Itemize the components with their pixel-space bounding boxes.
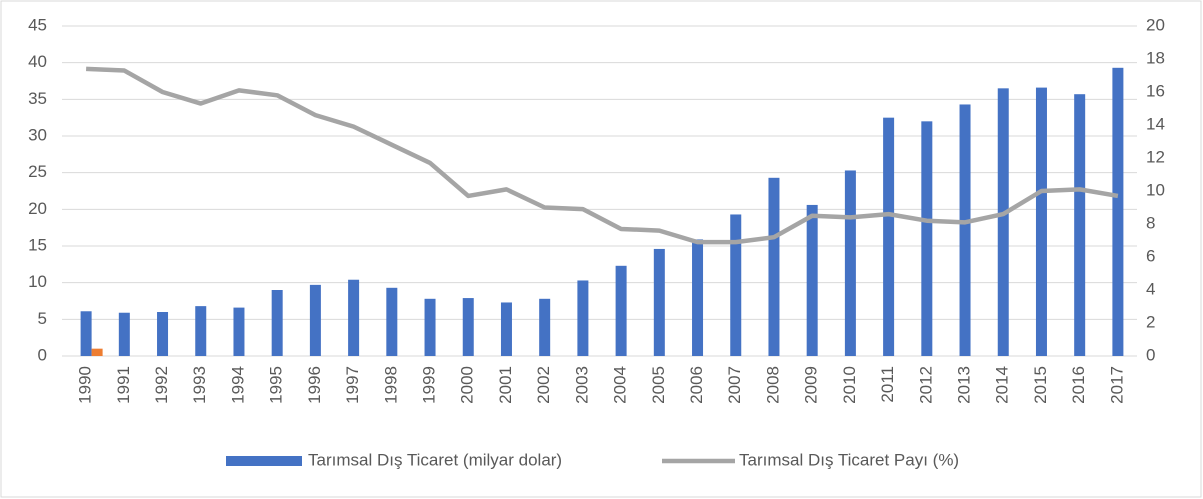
x-tick-label: 1997 xyxy=(343,366,362,404)
bar xyxy=(80,311,92,356)
x-tick-label: 2012 xyxy=(916,366,935,404)
y-tick-label: 5 xyxy=(38,309,47,328)
x-tick-label: 1994 xyxy=(228,366,247,404)
bar xyxy=(1035,87,1047,356)
x-tick-label: 2003 xyxy=(572,366,591,404)
y2-tick-label: 4 xyxy=(1146,279,1155,298)
x-tick-label: 1998 xyxy=(381,366,400,404)
y-tick-label: 10 xyxy=(28,272,47,291)
bar xyxy=(195,306,207,356)
bar xyxy=(806,204,818,356)
bar xyxy=(500,302,512,356)
y-tick-label: 35 xyxy=(28,89,47,108)
bar xyxy=(233,307,245,356)
bar xyxy=(692,239,704,356)
y2-tick-label: 2 xyxy=(1146,312,1155,331)
bar xyxy=(577,280,589,356)
y-tick-label: 25 xyxy=(28,162,47,181)
bar xyxy=(1112,67,1124,357)
bar xyxy=(539,298,551,356)
y2-tick-label: 10 xyxy=(1146,180,1165,199)
x-tick-label: 1990 xyxy=(76,366,95,404)
line-series xyxy=(86,66,1119,245)
y-tick-label: 40 xyxy=(28,52,47,71)
bar xyxy=(615,265,627,356)
x-tick-label: 2006 xyxy=(687,366,706,404)
bar xyxy=(883,117,895,357)
x-tick-label: 1995 xyxy=(267,366,286,404)
bar xyxy=(91,348,103,356)
bar xyxy=(462,298,474,356)
y2-tick-label: 14 xyxy=(1146,114,1165,133)
legend-swatch xyxy=(226,456,302,466)
y-tick-label: 15 xyxy=(28,235,47,254)
y-tick-label: 0 xyxy=(38,345,47,364)
x-tick-label: 2009 xyxy=(802,366,821,404)
bar xyxy=(959,104,971,356)
x-tick-label: 2014 xyxy=(993,366,1012,404)
y-tick-label: 30 xyxy=(28,125,47,144)
y2-tick-label: 12 xyxy=(1146,147,1165,166)
x-tick-label: 2015 xyxy=(1031,366,1050,404)
x-tick-label: 2000 xyxy=(458,366,477,404)
y2-tick-label: 6 xyxy=(1146,246,1155,265)
bar xyxy=(997,88,1009,356)
x-tick-label: 1992 xyxy=(152,366,171,404)
x-tick-label: 1996 xyxy=(305,366,324,404)
bar xyxy=(309,284,321,356)
legend-label: Tarımsal Dış Ticaret Payı (%) xyxy=(739,450,959,469)
x-tick-label: 2013 xyxy=(955,366,974,404)
bar xyxy=(653,248,665,356)
y2-tick-label: 8 xyxy=(1146,213,1155,232)
bar xyxy=(271,290,283,356)
bar xyxy=(844,170,856,356)
x-tick-label: 2001 xyxy=(496,366,515,404)
x-tick-label: 1999 xyxy=(420,366,439,404)
x-tick-label: 1991 xyxy=(114,366,133,404)
x-tick-label: 2005 xyxy=(649,366,668,404)
bar xyxy=(348,279,360,356)
x-tick-label: 2017 xyxy=(1107,366,1126,404)
bar xyxy=(1074,94,1086,356)
x-tick-label: 2008 xyxy=(763,366,782,404)
x-tick-label: 2004 xyxy=(611,366,630,404)
bar xyxy=(730,214,742,356)
y-tick-label: 20 xyxy=(28,199,47,218)
x-tick-label: 2011 xyxy=(878,366,897,403)
bar xyxy=(921,121,933,356)
y2-tick-label: 18 xyxy=(1146,48,1165,67)
bar xyxy=(118,312,130,356)
x-tick-label: 1993 xyxy=(190,366,209,404)
y2-tick-label: 16 xyxy=(1146,81,1165,100)
x-tick-label: 2016 xyxy=(1069,366,1088,404)
x-tick-label: 2010 xyxy=(840,366,859,404)
y2-tick-label: 0 xyxy=(1146,345,1155,364)
x-tick-label: 2007 xyxy=(725,366,744,404)
bar xyxy=(768,177,780,356)
bar xyxy=(157,312,169,356)
y-tick-label: 45 xyxy=(28,15,47,34)
y2-tick-label: 20 xyxy=(1146,15,1165,34)
legend-label: Tarımsal Dış Ticaret (milyar dolar) xyxy=(308,450,562,469)
bar xyxy=(424,298,436,356)
x-tick-label: 2002 xyxy=(534,366,553,404)
bar xyxy=(386,287,398,356)
